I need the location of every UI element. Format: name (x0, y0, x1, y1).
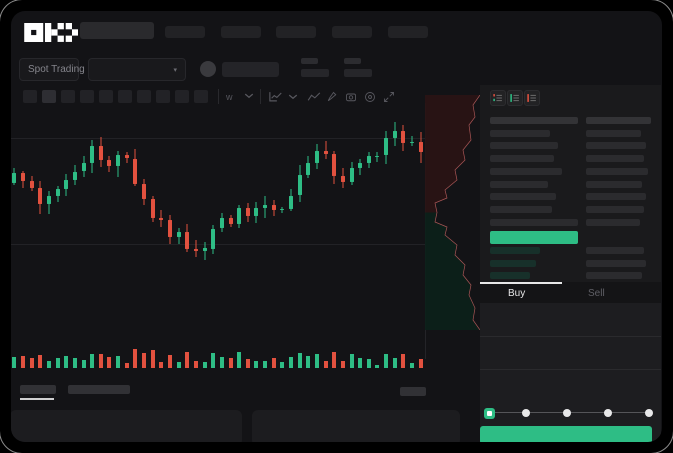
svg-text:w: w (226, 92, 233, 102)
